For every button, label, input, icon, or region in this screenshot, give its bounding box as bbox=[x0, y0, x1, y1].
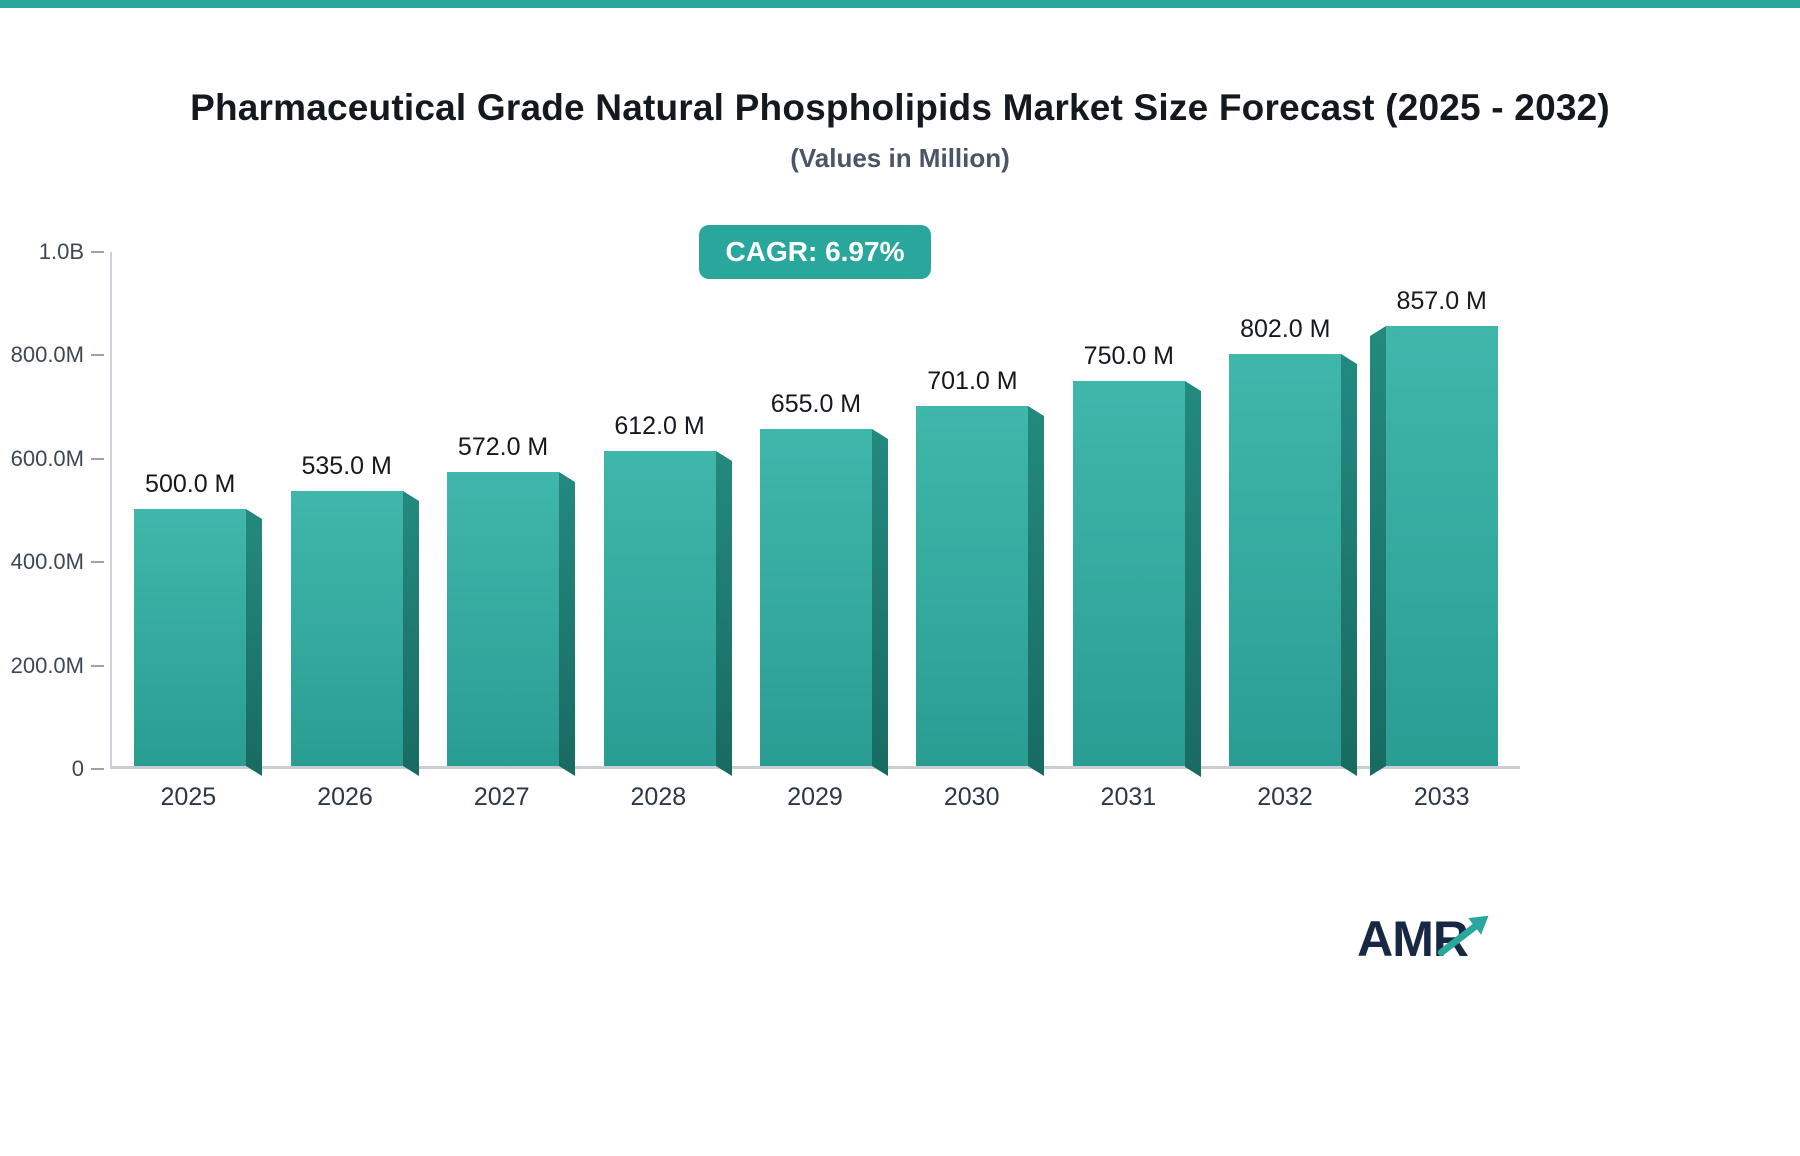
chart-plot-area: 500.0 M 535.0 M 572.0 M 612.0 M 655.0 M 701.0… bbox=[110, 252, 1520, 776]
x-axis-label: 2032 bbox=[1257, 783, 1313, 811]
bar-3d-side bbox=[246, 509, 263, 776]
x-axis-labels: 2025 2026 2027 2028 2029 2030 2031 2032 2033 bbox=[110, 769, 1520, 812]
page-subtitle: (Values in Million) bbox=[790, 143, 1010, 173]
up-right-trend-arrow-icon bbox=[1437, 915, 1489, 956]
bar bbox=[134, 509, 263, 776]
bar-3d-side bbox=[1341, 353, 1358, 776]
y-axis-tick-label: 800.0M bbox=[10, 342, 84, 368]
y-axis-tick-label: 1.0B bbox=[38, 239, 84, 264]
bar-group: 750.0 M bbox=[1051, 252, 1207, 776]
y-axis-tick-mark bbox=[91, 457, 104, 460]
bar-value-label: 857.0 M bbox=[1396, 286, 1487, 315]
x-axis-label: 2029 bbox=[787, 783, 843, 811]
y-axis-tick: 200.0M bbox=[11, 653, 104, 679]
y-axis-tick: 0 bbox=[72, 756, 104, 782]
bar-value-label: 750.0 M bbox=[1083, 341, 1175, 370]
x-axis-label: 2030 bbox=[943, 783, 1000, 811]
bar-group: 612.0 M bbox=[581, 252, 737, 776]
y-axis-tick-mark bbox=[91, 251, 104, 253]
bar-3d-side bbox=[871, 429, 888, 776]
cagr-badge-row: CAGR: 6.97% bbox=[110, 225, 1520, 279]
y-axis-tick-mark bbox=[91, 768, 104, 770]
x-axis-label: 2026 bbox=[317, 783, 373, 811]
bar-3d-side bbox=[559, 472, 576, 776]
bar-3d-side bbox=[402, 491, 419, 776]
x-axis-label: 2033 bbox=[1413, 783, 1470, 811]
y-axis-tick-mark bbox=[91, 561, 104, 564]
bar bbox=[1369, 325, 1498, 776]
bar-group: 701.0 M bbox=[894, 252, 1050, 776]
x-axis-label: 2031 bbox=[1100, 783, 1157, 811]
bar bbox=[447, 472, 576, 776]
x-axis-label: 2027 bbox=[473, 783, 530, 811]
bar-value-label: 500.0 M bbox=[145, 470, 236, 498]
bar-value-label: 655.0 M bbox=[770, 390, 862, 419]
bar-value-label: 535.0 M bbox=[301, 452, 392, 481]
bar-group: 500.0 M bbox=[112, 252, 268, 776]
y-axis-tick-label: 400.0M bbox=[10, 549, 84, 575]
y-axis-tick: 400.0M bbox=[11, 549, 104, 575]
y-axis-tick-label: 0 bbox=[71, 756, 84, 781]
bar bbox=[916, 405, 1045, 776]
bar bbox=[290, 491, 419, 776]
bar bbox=[603, 451, 732, 776]
x-axis-label: 2025 bbox=[160, 783, 217, 811]
bar-value-label: 802.0 M bbox=[1240, 314, 1331, 343]
y-axis-tick: 1.0B bbox=[39, 239, 104, 265]
amr-logo: AMR bbox=[1357, 910, 1492, 968]
page-title: Pharmaceutical Grade Natural Phospholipi… bbox=[190, 87, 1610, 128]
amr-logo-text: AMR bbox=[1357, 911, 1469, 967]
bar-value-label: 612.0 M bbox=[614, 412, 705, 441]
bar-value-label: 572.0 M bbox=[457, 433, 549, 461]
bar-3d-side bbox=[1369, 325, 1386, 776]
bar-3d-side bbox=[1028, 405, 1045, 776]
cagr-badge: CAGR: 6.97% bbox=[698, 225, 932, 279]
bar bbox=[1072, 380, 1201, 776]
y-axis-tick-label: 600.0M bbox=[10, 445, 84, 471]
bar-group: 857.0 M bbox=[1364, 252, 1520, 776]
bar-value-label: 701.0 M bbox=[927, 366, 1018, 395]
y-axis: 0 200.0M 400.0M 600.0M 800.0M 1.0B bbox=[0, 239, 110, 781]
y-axis-tick-mark bbox=[91, 664, 104, 667]
bar-group: 535.0 M bbox=[268, 252, 424, 776]
y-axis-tick-mark bbox=[91, 354, 104, 357]
x-axis-label: 2028 bbox=[630, 783, 687, 811]
bar-group: 572.0 M bbox=[425, 252, 581, 776]
bar bbox=[1229, 353, 1358, 776]
bar-3d-side bbox=[1184, 380, 1201, 776]
y-axis-tick: 600.0M bbox=[11, 446, 104, 472]
market-forecast-chart: CAGR: 6.97% 0 200.0M 400.0M 600.0M 800.0M 1.0… bbox=[0, 225, 1520, 812]
bar-group: 655.0 M bbox=[738, 252, 894, 776]
top-accent-strip bbox=[0, 0, 1800, 8]
bar-group: 802.0 M bbox=[1207, 252, 1363, 776]
bar bbox=[759, 429, 888, 776]
y-axis-tick-label: 200.0M bbox=[10, 652, 84, 678]
bar-series: 500.0 M 535.0 M 572.0 M 612.0 M 655.0 M 701.0… bbox=[112, 252, 1520, 776]
y-axis-tick: 800.0M bbox=[11, 342, 104, 368]
bar-3d-side bbox=[715, 451, 732, 776]
